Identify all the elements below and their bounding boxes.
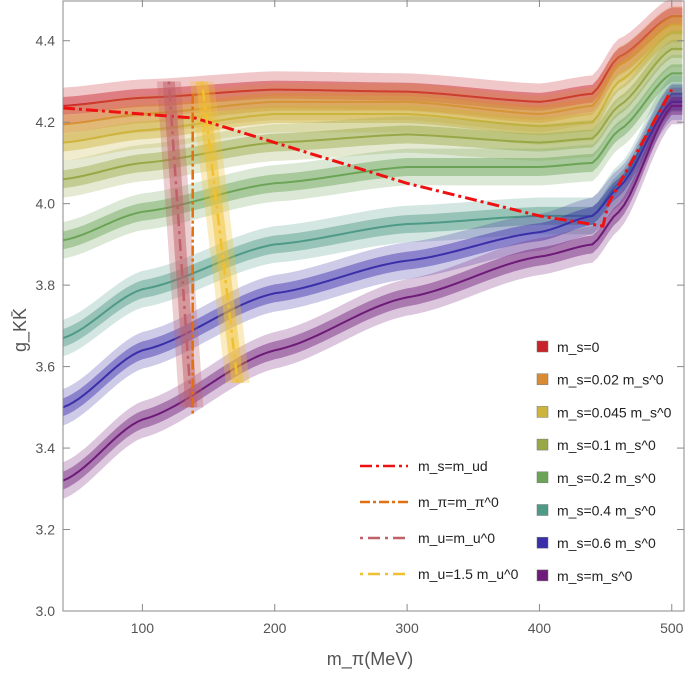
band-2-1 bbox=[63, 23, 683, 152]
y-tick-label: 3.6 bbox=[36, 359, 56, 375]
legend-label-2: m_s=0.045 m_s^0 bbox=[557, 404, 672, 420]
legend-label-7: m_s=m_s^0 bbox=[557, 568, 633, 584]
band-5-0 bbox=[63, 75, 683, 357]
curve-0 bbox=[63, 88, 674, 228]
legend-label-6: m_s=0.6 m_s^0 bbox=[557, 535, 656, 551]
x-tick-label: 100 bbox=[131, 620, 155, 636]
band-3-0 bbox=[63, 30, 683, 198]
y-tick-label: 3.8 bbox=[36, 277, 56, 293]
series-line-7 bbox=[63, 104, 683, 482]
series-line-4 bbox=[63, 72, 683, 242]
legend-swatch-5 bbox=[536, 504, 549, 516]
y-tick-label: 3.0 bbox=[36, 603, 56, 619]
x-tick-label: 200 bbox=[263, 620, 287, 636]
legend-label-4: m_s=0.2 m_s^0 bbox=[557, 470, 656, 486]
y-tick-label: 3.4 bbox=[36, 440, 56, 456]
band-6-0 bbox=[63, 83, 683, 426]
curve-3 bbox=[200, 81, 239, 384]
x-tick-label: 400 bbox=[528, 620, 552, 636]
series-line-3 bbox=[63, 47, 683, 181]
x-tick-label: 300 bbox=[395, 620, 419, 636]
legend-line-label-2: m_u=m_u^0 bbox=[418, 530, 495, 546]
legend-swatch-0 bbox=[536, 340, 549, 353]
legend-line-label-1: m_π=m_π^0 bbox=[418, 494, 499, 510]
legend-label-3: m_s=0.1 m_s^0 bbox=[557, 437, 656, 453]
legend-swatch-1 bbox=[536, 373, 549, 385]
legend-line-label-0: m_s=m_ud bbox=[418, 458, 488, 474]
y-tick-label: 3.2 bbox=[36, 522, 56, 538]
legend-swatch-4 bbox=[536, 471, 549, 484]
legend-label-1: m_s=0.02 m_s^0 bbox=[557, 372, 664, 388]
curve-2 bbox=[167, 81, 193, 408]
legend-swatch-2 bbox=[536, 406, 549, 418]
legend-swatch-3 bbox=[536, 438, 549, 451]
legend-swatch-6 bbox=[536, 536, 549, 549]
y-axis-label: g_KK̄ bbox=[10, 308, 31, 352]
legend-swatch-7 bbox=[536, 569, 549, 582]
band-0-1 bbox=[63, 7, 683, 115]
x-tick-label: 500 bbox=[660, 620, 684, 636]
y-tick-label: 4.0 bbox=[36, 196, 56, 212]
legend-line-label-3: m_u=1.5 m_u^0 bbox=[418, 566, 519, 582]
band-1-1 bbox=[63, 15, 683, 134]
x-axis-label: m_π(MeV) bbox=[327, 649, 413, 670]
band-1-0 bbox=[63, 6, 683, 143]
series-line-5 bbox=[63, 92, 683, 340]
legend-label-0: m_s=0 bbox=[557, 339, 600, 355]
plot-frame bbox=[62, 0, 685, 612]
plot-area bbox=[63, 0, 683, 499]
y-tick-label: 4.2 bbox=[36, 114, 56, 130]
series-line-6 bbox=[63, 100, 683, 409]
band-7-0 bbox=[63, 87, 683, 499]
legend-label-5: m_s=0.4 m_s^0 bbox=[557, 503, 656, 519]
y-tick-label: 4.4 bbox=[36, 33, 56, 49]
